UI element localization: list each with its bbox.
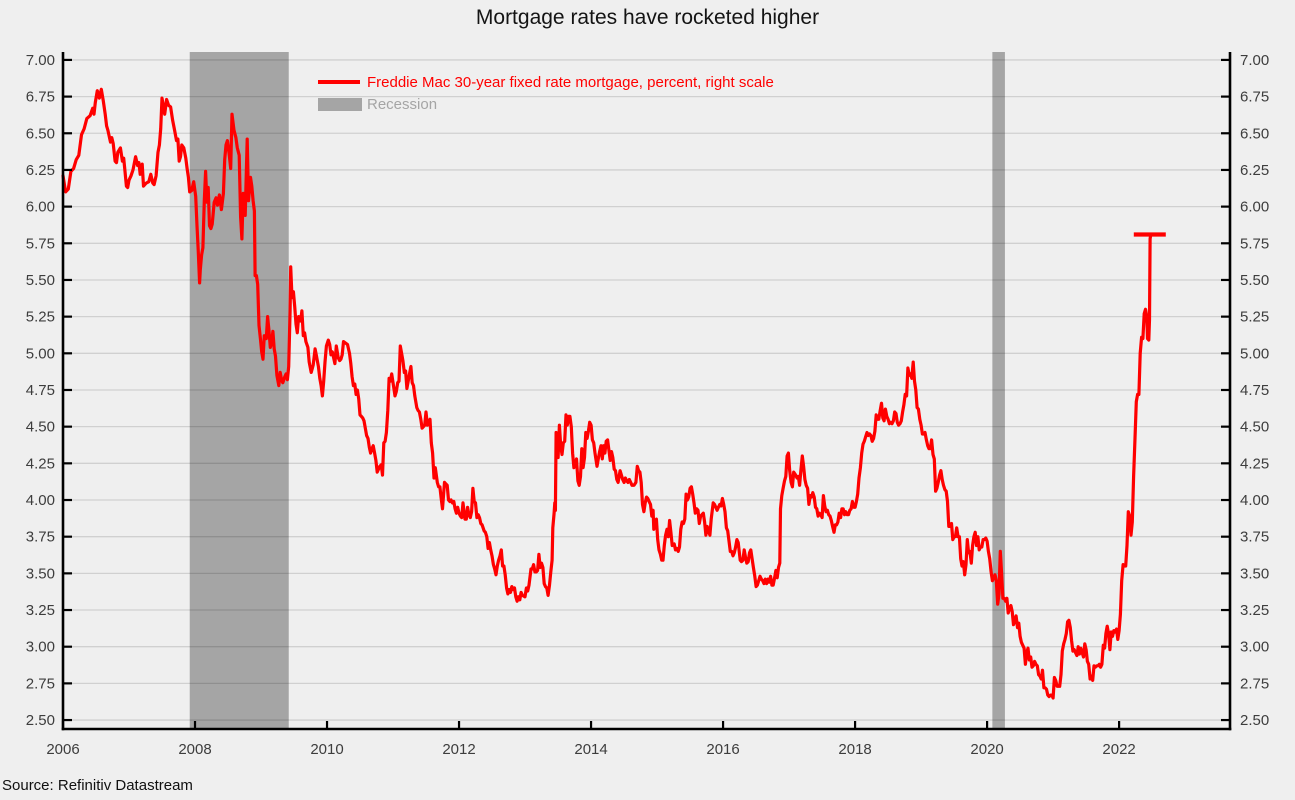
y-axis-label-right: 5.25	[1240, 309, 1269, 326]
y-axis-label-left: 7.00	[26, 52, 55, 69]
chart-title: Mortgage rates have rocketed higher	[475, 6, 820, 29]
y-axis-label-left: 6.25	[26, 162, 55, 179]
y-axis-label-left: 3.75	[26, 529, 55, 546]
y-axis-label-left: 2.75	[26, 675, 55, 692]
x-axis-label: 2008	[178, 741, 211, 758]
x-axis-label: 2016	[706, 741, 739, 758]
legend-item-recession: Recession	[318, 93, 774, 115]
y-axis-label-right: 5.00	[1240, 345, 1269, 362]
x-axis-label: 2022	[1102, 741, 1135, 758]
legend: Freddie Mac 30-year fixed rate mortgage,…	[318, 71, 774, 115]
y-axis-label-left: 4.00	[26, 492, 55, 509]
y-axis-label-left: 5.25	[26, 309, 55, 326]
y-axis-label-right: 2.50	[1240, 712, 1269, 729]
y-axis-label-right: 6.50	[1240, 125, 1269, 142]
y-axis-label-left: 3.50	[26, 565, 55, 582]
y-axis-label-right: 6.75	[1240, 89, 1269, 106]
y-axis-label-right: 6.00	[1240, 199, 1269, 216]
y-axis-label-right: 3.75	[1240, 529, 1269, 546]
x-axis-label: 2014	[574, 741, 607, 758]
y-axis-label-left: 4.50	[26, 419, 55, 436]
y-axis-label-left: 5.75	[26, 235, 55, 252]
y-axis-label-right: 3.50	[1240, 565, 1269, 582]
x-axis-label: 2006	[46, 741, 79, 758]
y-axis-label-left: 6.75	[26, 89, 55, 106]
y-axis-label-left: 2.50	[26, 712, 55, 729]
x-axis-label: 2010	[310, 741, 343, 758]
y-axis-label-left: 5.00	[26, 345, 55, 362]
y-axis-label-right: 7.00	[1240, 52, 1269, 69]
y-axis-label-right: 4.50	[1240, 419, 1269, 436]
y-axis-label-right: 5.50	[1240, 272, 1269, 289]
y-axis-label-right: 6.25	[1240, 162, 1269, 179]
y-axis-label-right: 4.00	[1240, 492, 1269, 509]
y-axis-label-left: 3.00	[26, 639, 55, 656]
y-axis-label-left: 4.25	[26, 455, 55, 472]
recession-swatch	[318, 97, 362, 111]
recession-legend-label: Recession	[367, 95, 438, 113]
y-axis-label-left: 5.50	[26, 272, 55, 289]
y-axis-label-right: 4.75	[1240, 382, 1269, 399]
y-axis-label-left: 4.75	[26, 382, 55, 399]
y-axis-label-right: 3.00	[1240, 639, 1269, 656]
source-note: Source: Refinitiv Datastream	[2, 777, 193, 794]
y-axis-label-left: 3.25	[26, 602, 55, 619]
x-axis-label: 2018	[838, 741, 871, 758]
series-line-swatch	[318, 80, 360, 84]
x-axis-label: 2012	[442, 741, 475, 758]
y-axis-label-left: 6.00	[26, 199, 55, 216]
y-axis-label-right: 2.75	[1240, 675, 1269, 692]
y-axis-label-right: 4.25	[1240, 455, 1269, 472]
x-axis-label: 2020	[970, 741, 1003, 758]
y-axis-label-right: 3.25	[1240, 602, 1269, 619]
y-axis-label-left: 6.50	[26, 125, 55, 142]
y-axis-label-right: 5.75	[1240, 235, 1269, 252]
series-legend-label: Freddie Mac 30-year fixed rate mortgage,…	[367, 73, 774, 91]
series-line	[61, 87, 1153, 700]
legend-item-series: Freddie Mac 30-year fixed rate mortgage,…	[318, 71, 774, 93]
